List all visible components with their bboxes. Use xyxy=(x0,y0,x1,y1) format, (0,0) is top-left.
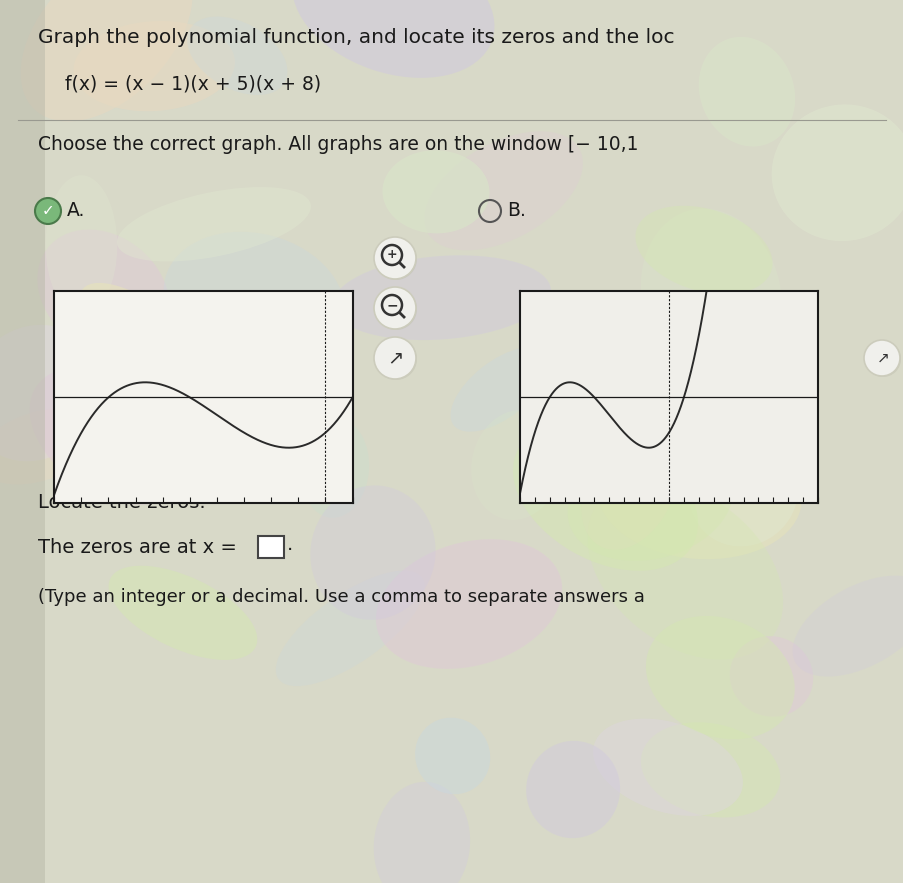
Circle shape xyxy=(374,287,415,329)
Text: Locate the zeros.: Locate the zeros. xyxy=(38,493,205,512)
Ellipse shape xyxy=(587,480,782,660)
Ellipse shape xyxy=(729,636,813,717)
Circle shape xyxy=(864,341,900,377)
Ellipse shape xyxy=(332,255,550,340)
Ellipse shape xyxy=(640,208,781,383)
Circle shape xyxy=(375,238,416,280)
Text: .: . xyxy=(286,535,293,554)
Bar xyxy=(257,536,284,558)
Ellipse shape xyxy=(526,741,619,838)
Ellipse shape xyxy=(275,570,424,686)
Circle shape xyxy=(375,288,416,330)
Ellipse shape xyxy=(792,576,903,676)
Text: Graph the polynomial function, and locate its zeros and the loc: Graph the polynomial function, and locat… xyxy=(38,28,674,47)
Text: A.: A. xyxy=(67,201,85,221)
Ellipse shape xyxy=(30,367,191,505)
Ellipse shape xyxy=(0,325,101,461)
Ellipse shape xyxy=(688,436,797,547)
Circle shape xyxy=(35,198,61,224)
Ellipse shape xyxy=(301,419,368,517)
Ellipse shape xyxy=(310,486,435,620)
Ellipse shape xyxy=(45,175,117,315)
Circle shape xyxy=(375,338,416,380)
Ellipse shape xyxy=(640,722,779,818)
Ellipse shape xyxy=(567,442,732,561)
Circle shape xyxy=(374,237,415,279)
Ellipse shape xyxy=(116,187,311,261)
Ellipse shape xyxy=(581,428,677,550)
Ellipse shape xyxy=(597,432,801,559)
Ellipse shape xyxy=(592,719,742,816)
Ellipse shape xyxy=(21,0,192,122)
Ellipse shape xyxy=(163,231,344,370)
Circle shape xyxy=(863,340,899,376)
Ellipse shape xyxy=(424,132,582,251)
Ellipse shape xyxy=(771,104,903,241)
Text: ↗: ↗ xyxy=(876,351,889,366)
Ellipse shape xyxy=(0,409,97,485)
Ellipse shape xyxy=(450,347,550,432)
Text: Choose the correct graph. All graphs are on the window [− 10,1: Choose the correct graph. All graphs are… xyxy=(38,135,638,154)
Text: The zeros are at x =: The zeros are at x = xyxy=(38,538,237,557)
Ellipse shape xyxy=(635,206,772,294)
Text: f(x) = (x − 1)(x + 5)(x + 8): f(x) = (x − 1)(x + 5)(x + 8) xyxy=(65,75,321,94)
Ellipse shape xyxy=(292,0,494,78)
Ellipse shape xyxy=(108,566,257,660)
Ellipse shape xyxy=(79,283,245,425)
Ellipse shape xyxy=(470,410,562,520)
Text: +: + xyxy=(386,248,397,261)
Ellipse shape xyxy=(37,230,170,356)
Bar xyxy=(0,0,45,883)
Text: B.: B. xyxy=(507,201,526,221)
Ellipse shape xyxy=(382,150,489,233)
Text: (Type an integer or a decimal. Use a comma to separate answers a: (Type an integer or a decimal. Use a com… xyxy=(38,588,644,606)
Circle shape xyxy=(374,337,415,379)
Text: −: − xyxy=(386,298,397,312)
Text: ↗: ↗ xyxy=(386,349,403,367)
Ellipse shape xyxy=(698,37,795,147)
Ellipse shape xyxy=(373,781,470,883)
Ellipse shape xyxy=(512,423,697,570)
Ellipse shape xyxy=(414,718,489,794)
Ellipse shape xyxy=(73,21,235,111)
Ellipse shape xyxy=(645,616,794,739)
Text: ✓: ✓ xyxy=(42,203,54,218)
Ellipse shape xyxy=(376,540,562,669)
Ellipse shape xyxy=(187,17,287,95)
